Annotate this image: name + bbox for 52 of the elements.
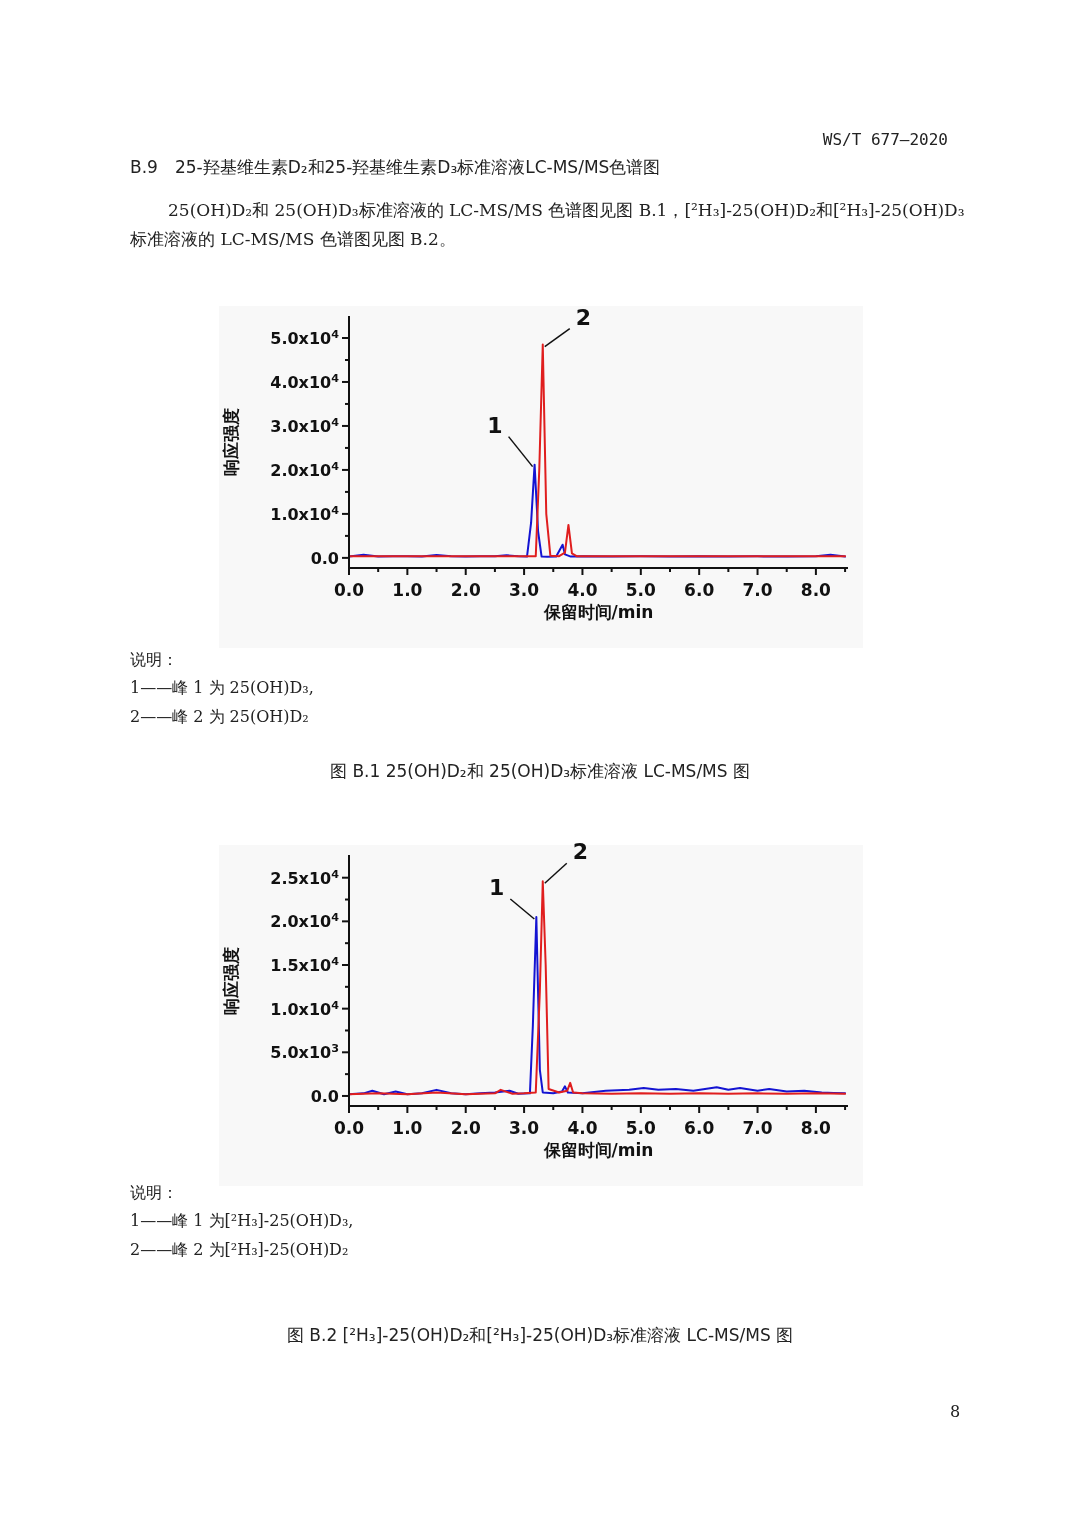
- annotation: 2: [572, 839, 589, 865]
- text: 2——峰 2 为[²H₃]-25(OH)D₂: [130, 1240, 349, 1261]
- y-tick-label: 4.0x10$^{4}$: [270, 371, 340, 392]
- text: 1——峰 1 为 25(OH)D₃,: [130, 678, 314, 699]
- y-tick-label: 1.5x10$^{4}$: [270, 954, 340, 975]
- text: 2——峰 2 为 25(OH)D₂: [130, 707, 309, 728]
- x-tick-label: 8.0: [800, 580, 832, 600]
- x-tick-label: 4.0: [567, 580, 598, 600]
- text: WS/T 677—2020: [822, 130, 948, 149]
- x-tick-label: 0.0: [333, 1118, 365, 1138]
- text: 图 B.2 [²H₃]-25(OH)D₂和[²H₃]-25(OH)D₃标准溶液 LC-MS/MS 图: [285, 1324, 795, 1347]
- y-tick-label: 1.0x10$^{4}$: [270, 998, 340, 1019]
- x-tick-label: 4.0: [567, 1118, 598, 1138]
- y-axis-title: 响应强度: [221, 946, 241, 1015]
- y-tick-label: 0.0: [310, 1086, 339, 1106]
- x-tick-label: 7.0: [742, 580, 773, 600]
- line-series: [348, 880, 847, 1096]
- text: 25(OH)D₂和 25(OH)D₃标准溶液的 LC-MS/MS 色谱图见图 B.1，[²H₃]-25(OH)D₂和[²H₃]-25(OH)D₃标准溶液的 LC-MS/MS 色谱图见图 B.2。: [130, 199, 966, 251]
- x-tick-label: 5.0: [625, 1118, 657, 1138]
- text: B.9 25-羟基维生素D₂和25-羟基维生素D₃标准溶液LC-MS/MS色谱图: [130, 156, 661, 179]
- y-tick-label: 2.0x10$^{4}$: [270, 459, 340, 480]
- x-tick-label: 3.0: [509, 1118, 540, 1138]
- text: 说明：: [130, 650, 178, 671]
- x-tick-label: 2.0: [450, 580, 481, 600]
- annotation: 1: [487, 412, 503, 438]
- x-tick-label: 8.0: [800, 1118, 832, 1138]
- text: 图 B.1 25(OH)D₂和 25(OH)D₃标准溶液 LC-MS/MS 图: [329, 760, 751, 783]
- y-tick-label: 3.0x10$^{4}$: [270, 415, 340, 436]
- x-tick-label: 6.0: [684, 580, 715, 600]
- x-tick-label: 0.0: [333, 580, 365, 600]
- x-axis-title: 保留时间/min: [542, 602, 654, 622]
- x-tick-label: 2.0: [450, 1118, 481, 1138]
- x-axis-title: 保留时间/min: [542, 1140, 654, 1160]
- y-tick-label: 1.0x10$^{4}$: [270, 503, 340, 524]
- x-tick-label: 1.0: [392, 1118, 423, 1138]
- y-tick-label: 5.0x10$^{3}$: [270, 1041, 339, 1063]
- text: 1——峰 1 为[²H₃]-25(OH)D₃,: [130, 1211, 354, 1232]
- line-series: [348, 343, 847, 558]
- y-tick-label: 0.0: [310, 548, 339, 568]
- y-axis-title: 响应强度: [221, 408, 241, 476]
- x-tick-label: 1.0: [392, 580, 423, 600]
- annotation: 2: [575, 304, 592, 330]
- y-tick-label: 5.0x10$^{4}$: [270, 327, 340, 348]
- text: 8: [950, 1402, 961, 1421]
- y-tick-label: 2.0x10$^{4}$: [270, 910, 340, 932]
- x-tick-label: 3.0: [509, 580, 540, 600]
- x-tick-label: 5.0: [625, 580, 657, 600]
- annotation: 1: [489, 874, 505, 900]
- x-tick-label: 7.0: [742, 1118, 773, 1138]
- y-tick-label: 2.5x10$^{4}$: [270, 867, 340, 888]
- x-tick-label: 6.0: [684, 1118, 715, 1138]
- text: 说明：: [130, 1183, 178, 1204]
